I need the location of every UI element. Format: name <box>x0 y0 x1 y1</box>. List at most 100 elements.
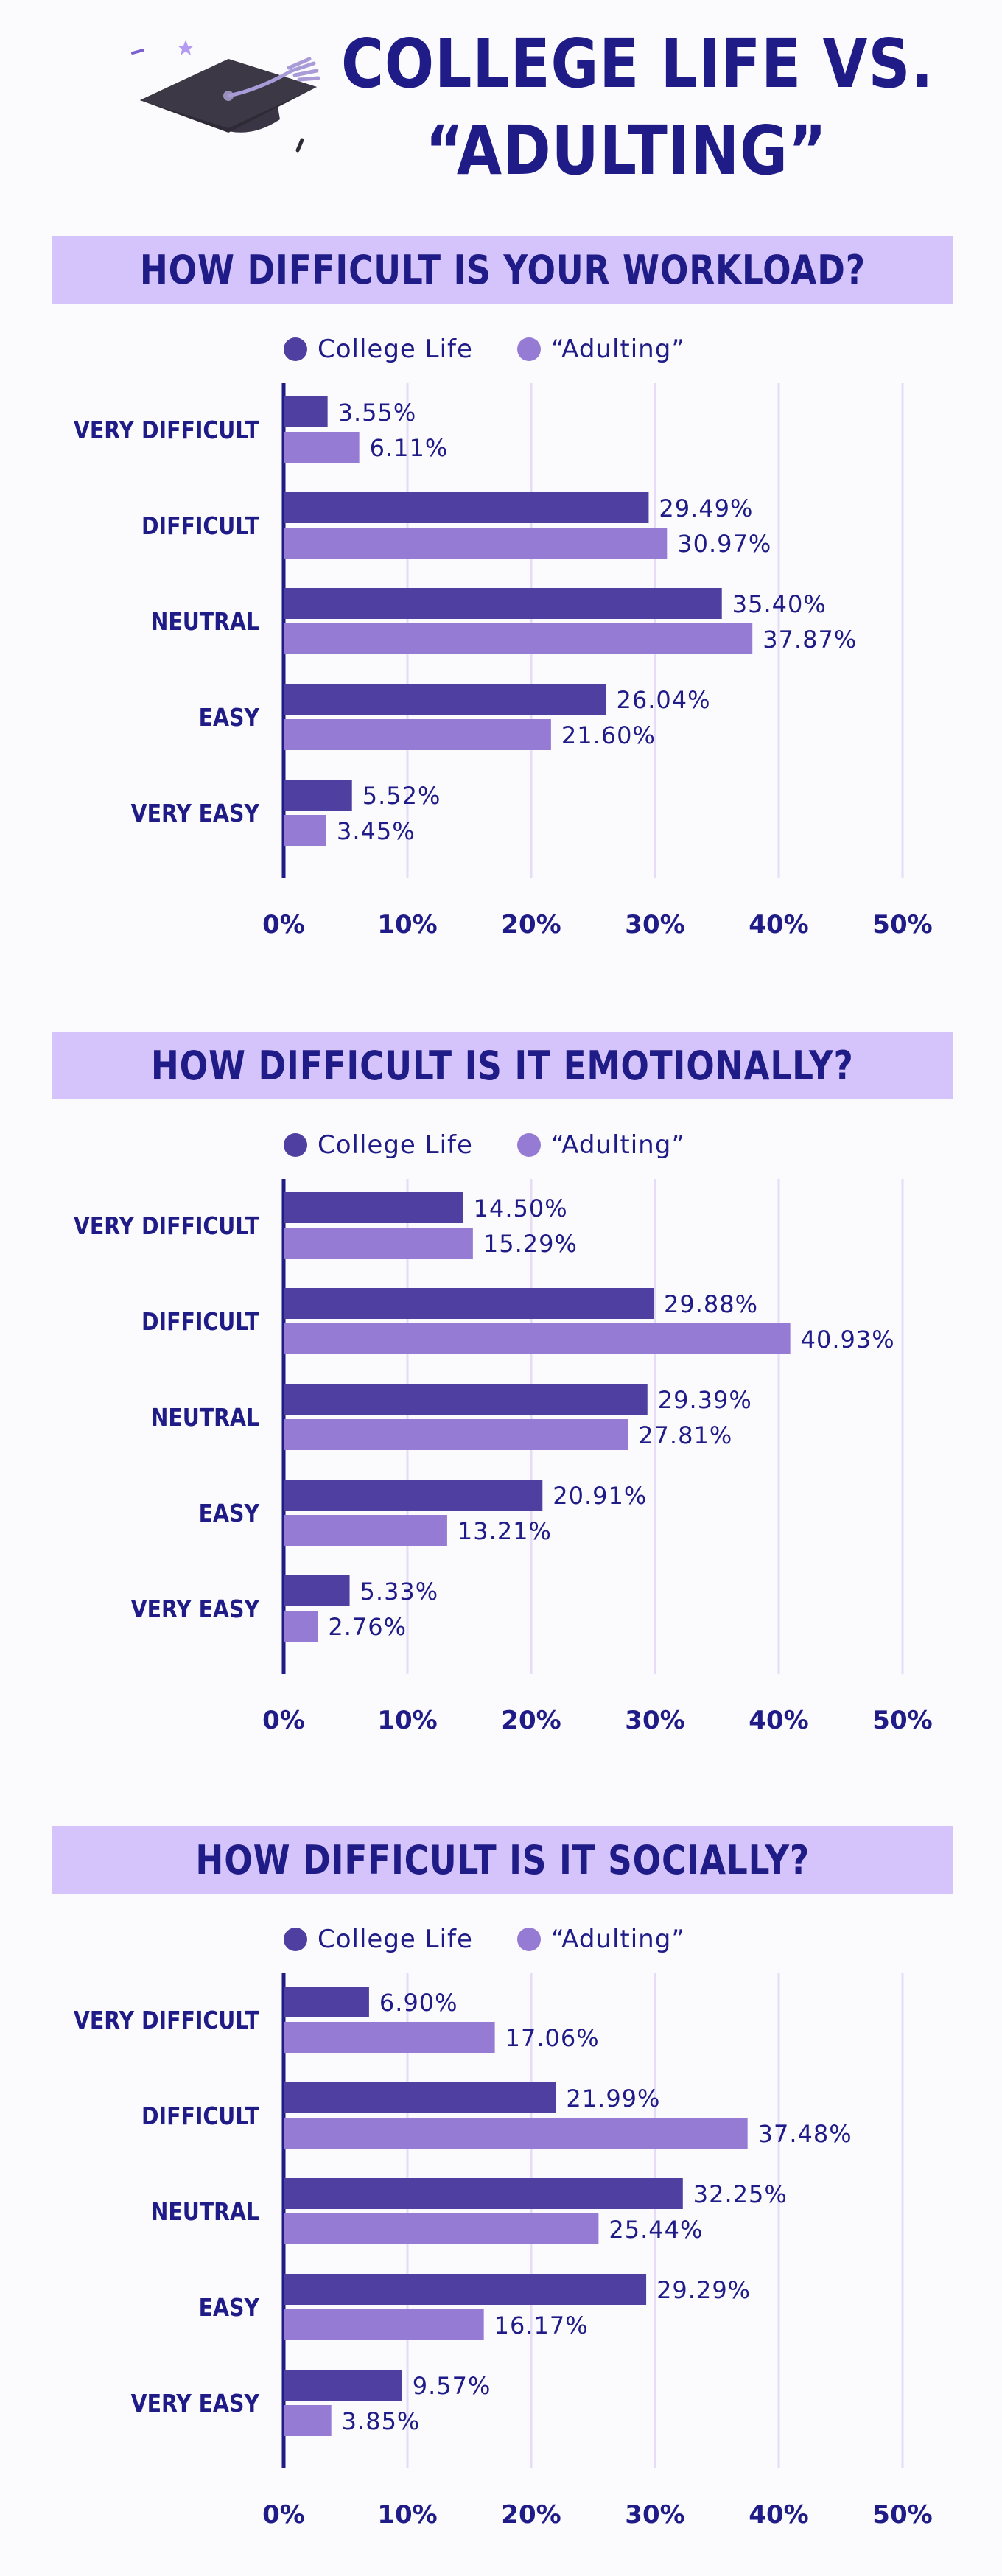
data-label: 29.39% <box>658 1386 752 1414</box>
data-label: 27.81% <box>638 1421 732 1449</box>
legend-item-college: College Life <box>284 1130 473 1160</box>
bar-college <box>284 2178 683 2209</box>
bar-college <box>284 1192 463 1223</box>
data-label: 40.93% <box>801 1326 895 1354</box>
bar-adulting <box>284 2405 332 2436</box>
x-tick-label: 50% <box>872 910 932 939</box>
data-label: 16.17% <box>494 2311 589 2339</box>
x-tick-label: 50% <box>872 2500 932 2530</box>
category-label: EASY <box>199 704 260 732</box>
bar-adulting <box>284 815 326 846</box>
bar-college <box>284 684 606 715</box>
bar-college <box>284 2082 556 2113</box>
bar-adulting <box>284 2309 484 2340</box>
x-tick-label: 20% <box>501 2500 561 2530</box>
legend-item-adulting: “Adulting” <box>516 1925 685 1954</box>
bar-college <box>284 492 649 523</box>
x-tick-label: 40% <box>749 2500 808 2530</box>
legend-swatch-adulting <box>516 1133 541 1157</box>
legend-swatch-college <box>284 337 307 361</box>
x-tick-label: 10% <box>377 910 437 939</box>
bar-college <box>284 396 328 427</box>
category-label: DIFFICULT <box>141 2102 259 2131</box>
legend-item-college: College Life <box>284 1925 473 1954</box>
data-label: 13.21% <box>458 1517 552 1545</box>
data-label: 3.55% <box>338 399 417 427</box>
bar-college <box>284 1288 654 1319</box>
legend: College Life “Adulting” <box>284 333 729 365</box>
bar-adulting <box>284 432 360 463</box>
bar-adulting <box>284 1419 628 1450</box>
category-label: VERY DIFFICULT <box>74 416 259 445</box>
bar-college <box>284 1384 648 1415</box>
x-tick-label: 30% <box>625 2500 684 2530</box>
legend-item-adulting: “Adulting” <box>516 1130 685 1160</box>
page-title: COLLEGE LIFE VS. “ADULTING” <box>341 24 934 190</box>
data-label: 9.57% <box>413 2372 491 2400</box>
chart-title-banner: HOW DIFFICULT IS IT SOCIALLY? <box>52 1826 953 1894</box>
bar-adulting <box>284 1228 473 1259</box>
bar-college <box>284 588 722 619</box>
data-label: 37.87% <box>763 626 857 654</box>
category-label: EASY <box>199 1499 260 1528</box>
legend-item-adulting: “Adulting” <box>516 335 685 364</box>
bar-adulting <box>284 1515 447 1546</box>
data-label: 3.85% <box>342 2407 421 2435</box>
data-label: 26.04% <box>616 686 710 714</box>
bar-college <box>284 1987 369 2017</box>
data-label: 3.45% <box>337 817 416 845</box>
chart-title: HOW DIFFICULT IS IT SOCIALLY? <box>195 1836 810 1883</box>
header: COLLEGE LIFE VS. “ADULTING” <box>0 0 1002 206</box>
x-tick-label: 40% <box>749 1706 808 1735</box>
data-label: 21.60% <box>561 721 656 749</box>
data-label: 29.29% <box>656 2276 751 2304</box>
category-label: VERY EASY <box>131 1595 260 1624</box>
bar-adulting <box>284 1323 791 1354</box>
chart-title: HOW DIFFICULT IS IT EMOTIONALLY? <box>151 1042 854 1089</box>
data-label: 17.06% <box>505 2024 600 2052</box>
data-label: 2.76% <box>328 1613 407 1641</box>
data-label: 20.91% <box>553 1482 647 1510</box>
category-label: DIFFICULT <box>141 512 259 541</box>
category-label: NEUTRAL <box>151 608 259 637</box>
bar-college <box>284 1480 543 1511</box>
data-label: 14.50% <box>474 1194 568 1222</box>
chart-title: HOW DIFFICULT IS YOUR WORKLOAD? <box>139 246 866 293</box>
data-label: 25.44% <box>609 2216 703 2244</box>
data-label: 29.88% <box>664 1290 758 1318</box>
category-label: NEUTRAL <box>151 2198 259 2227</box>
category-label: VERY EASY <box>131 2390 260 2418</box>
data-label: 6.11% <box>370 434 449 462</box>
category-label: VERY EASY <box>131 799 260 828</box>
legend-swatch-adulting <box>516 337 541 361</box>
x-tick-label: 30% <box>625 910 684 939</box>
data-label: 30.97% <box>677 530 771 558</box>
bar-adulting <box>284 2118 748 2149</box>
bar-adulting <box>284 528 668 559</box>
social-bar-chart: VERY DIFFICULT 6.90% 17.06% DIFFICULT 21.99%… <box>74 1973 933 2530</box>
data-label: 5.52% <box>362 782 441 810</box>
x-tick-label: 10% <box>377 1706 437 1735</box>
chart-title-banner: HOW DIFFICULT IS YOUR WORKLOAD? <box>52 236 953 304</box>
data-label: 15.29% <box>483 1230 578 1258</box>
data-label: 21.99% <box>566 2085 660 2113</box>
bar-college <box>284 1575 350 1606</box>
x-tick-label: 30% <box>625 1706 684 1735</box>
bar-adulting <box>284 623 753 654</box>
category-label: DIFFICULT <box>141 1308 259 1337</box>
x-tick-label: 0% <box>262 910 305 939</box>
bar-adulting <box>284 719 551 750</box>
x-tick-label: 50% <box>872 1706 932 1735</box>
data-label: 35.40% <box>732 590 827 618</box>
graduation-cap-icon <box>131 40 320 153</box>
emotional-bar-chart: VERY DIFFICULT 14.50% 15.29% DIFFICULT 29.88… <box>74 1179 933 1735</box>
data-label: 5.33% <box>360 1578 439 1606</box>
x-tick-label: 0% <box>262 1706 305 1735</box>
category-label: VERY DIFFICULT <box>74 1212 259 1241</box>
bar-college <box>284 2274 647 2305</box>
x-tick-label: 0% <box>262 2500 305 2530</box>
legend-item-college: College Life <box>284 335 473 364</box>
x-tick-label: 40% <box>749 910 808 939</box>
bar-adulting <box>284 2213 599 2244</box>
legend: College Life “Adulting” <box>284 1129 729 1161</box>
